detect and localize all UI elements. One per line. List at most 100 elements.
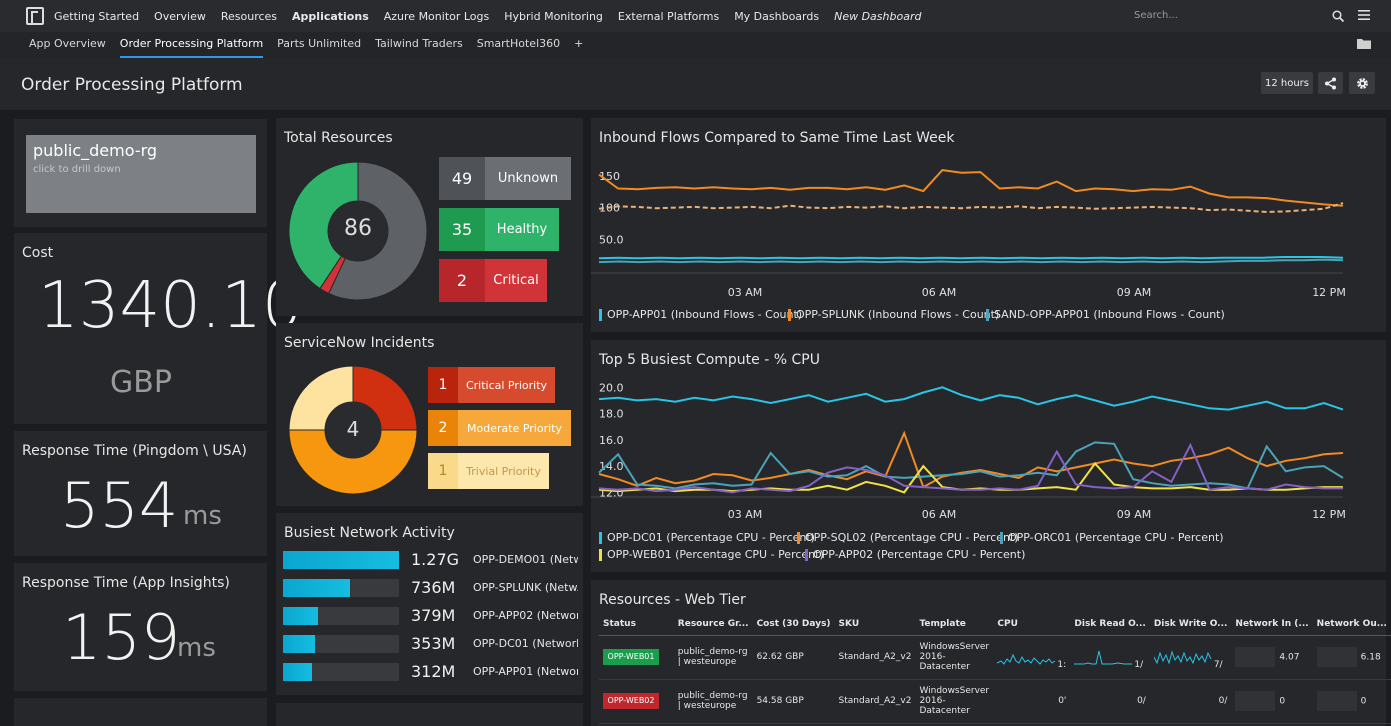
resource-group-drilldown[interactable]: public_demo-rg click to drill down: [26, 135, 256, 213]
template-cell: WindowsServer 2016-Datacenter: [915, 679, 994, 724]
col-template[interactable]: Template: [915, 614, 994, 636]
cpu-sparkline: [997, 653, 1056, 665]
disk-write-value: 7/: [1213, 659, 1223, 670]
network-row[interactable]: 353M OPP-DC01 (Network...: [283, 634, 581, 653]
page-title: Order Processing Platform: [21, 75, 243, 95]
tab-smarthotel360[interactable]: SmartHotel360: [476, 37, 561, 50]
col-status[interactable]: Status: [599, 614, 674, 636]
legend-label: OPP-APP02 (Percentage CPU - Percent): [813, 548, 1026, 561]
legend-item[interactable]: OPP-SQL02 (Percentage CPU - Percent): [797, 531, 1019, 544]
legend-label: OPP-SPLUNK (Inbound Flows - Count): [796, 308, 1000, 321]
legend-item[interactable]: OPP-WEB01 (Percentage CPU - Percent): [599, 548, 824, 561]
network-out-value: 0: [1360, 696, 1367, 707]
series-line[interactable]: [598, 256, 1344, 260]
servicenow-donut[interactable]: [289, 366, 417, 494]
series-line[interactable]: [598, 442, 1343, 494]
total-resources-donut[interactable]: [289, 162, 427, 300]
legend-item[interactable]: OPP-ORC01 (Percentage CPU - Percent): [1000, 531, 1224, 544]
search-input[interactable]: Search...: [1134, 10, 1178, 21]
network-bar-fill: [283, 635, 316, 653]
series-line[interactable]: [598, 386, 1344, 411]
nav-new-dashboard[interactable]: New Dashboard: [834, 9, 922, 23]
search-icon[interactable]: [1332, 10, 1344, 22]
series-line[interactable]: [598, 202, 1344, 214]
network-value: 312M: [411, 662, 456, 681]
nav-overview[interactable]: Overview: [154, 9, 206, 23]
legend-item[interactable]: OPP-SPLUNK (Inbound Flows - Count): [788, 308, 999, 321]
disk-read-value: 1/: [1134, 659, 1144, 670]
network-out-value: 6.18: [1360, 652, 1381, 663]
x-tick-label: 03 AM: [728, 286, 763, 299]
disk-read-cell: 1/: [1070, 635, 1150, 680]
network-resource-name: OPP-SPLUNK (Netw...: [473, 581, 578, 594]
y-tick-label: 50.0: [599, 233, 624, 246]
app-logo-icon[interactable]: [26, 7, 44, 25]
top-navigation: Getting Started Overview Resources Appli…: [0, 0, 1391, 32]
tab-parts-unlimited[interactable]: Parts Unlimited: [277, 37, 362, 50]
series-line[interactable]: [598, 258, 1344, 264]
cost-tile: Cost 1340.10 GBP: [14, 233, 303, 424]
series-line[interactable]: [598, 430, 1344, 489]
nav-my-dashboards[interactable]: My Dashboards: [734, 9, 820, 23]
folder-icon[interactable]: [1357, 38, 1371, 49]
x-tick-label: 12 PM: [1312, 508, 1346, 521]
time-range-button[interactable]: 12 hours: [1261, 72, 1313, 94]
legend-item[interactable]: OPP-DC01 (Percentage CPU - Percent): [599, 531, 815, 544]
col-resource-group[interactable]: Resource Gr...: [673, 614, 753, 636]
legend-item[interactable]: SAND-OPP-APP01 (Inbound Flows - Count): [986, 308, 1225, 321]
legend-item[interactable]: OPP-APP01 (Inbound Flows - Count): [599, 308, 802, 321]
share-button[interactable]: [1318, 72, 1343, 94]
network-resource-name: OPP-DC01 (Network...: [473, 637, 578, 650]
legend-swatch: [986, 308, 989, 321]
legend-item[interactable]: OPP-APP02 (Percentage CPU - Percent): [805, 548, 1025, 561]
legend-critical[interactable]: 2 Critical: [439, 259, 547, 302]
status-badge[interactable]: OPP-WEB02: [603, 693, 659, 709]
network-row[interactable]: 312M OPP-APP01 (Networ...: [283, 662, 581, 681]
nav-getting-started[interactable]: Getting Started: [54, 9, 140, 23]
cpu-value: 1:: [1057, 659, 1067, 670]
nav-azure-monitor-logs[interactable]: Azure Monitor Logs: [383, 9, 490, 23]
nav-applications[interactable]: Applications: [292, 9, 369, 23]
y-tick-label: 18.0: [599, 408, 624, 421]
tab-tailwind-traders[interactable]: Tailwind Traders: [375, 37, 463, 50]
nav-resources[interactable]: Resources: [220, 9, 278, 23]
status-badge[interactable]: OPP-WEB01: [603, 649, 659, 665]
incident-critical[interactable]: 1 Critical Priority: [428, 367, 555, 403]
add-tab-button[interactable]: +: [574, 37, 584, 50]
cpu-chart[interactable]: 20.018.016.014.012.003 AM 06 AM 09 AM 12 PM: [591, 374, 1386, 526]
status-cell: OPP-WEB02: [599, 679, 674, 724]
network-row[interactable]: 379M OPP-APP02 (Networ...: [283, 606, 581, 625]
table-row[interactable]: OPP-WEB02 public_demo-rg | westeurope 54…: [599, 679, 1391, 724]
nav-hybrid-monitoring[interactable]: Hybrid Monitoring: [504, 9, 603, 23]
response-pingdom-title: Response Time (Pingdom \ USA): [22, 443, 247, 459]
menu-icon[interactable]: [1358, 9, 1370, 21]
legend-label: OPP-ORC01 (Percentage CPU - Percent): [1008, 531, 1224, 544]
network-row[interactable]: 736M OPP-SPLUNK (Netw...: [283, 578, 581, 597]
legend-unknown[interactable]: 49 Unknown: [439, 157, 571, 200]
tab-app-overview[interactable]: App Overview: [29, 37, 106, 50]
donut-slice[interactable]: [328, 162, 427, 300]
col-network-in[interactable]: Network In (...: [1231, 614, 1313, 636]
legend-healthy[interactable]: 35 Healthy: [439, 208, 559, 251]
share-icon: [1325, 77, 1336, 89]
legend-label: SAND-OPP-APP01 (Inbound Flows - Count): [994, 308, 1225, 321]
network-row[interactable]: 1.27G OPP-DEMO01 (Netw...: [283, 550, 581, 569]
response-pingdom-value: 554: [60, 469, 179, 542]
col-cpu[interactable]: CPU: [993, 614, 1071, 636]
incident-trivial[interactable]: 1 Trivial Priority: [428, 453, 549, 489]
tab-order-processing-platform[interactable]: Order Processing Platform: [119, 32, 264, 58]
col-network-out[interactable]: Network Ou...: [1312, 614, 1391, 636]
settings-button[interactable]: [1349, 72, 1375, 94]
legend-swatch: [599, 308, 602, 321]
table-row[interactable]: OPP-WEB01 public_demo-rg | westeurope 62…: [599, 635, 1391, 680]
series-line[interactable]: [598, 169, 1344, 207]
incident-moderate[interactable]: 2 Moderate Priority: [428, 410, 571, 446]
col-disk-write[interactable]: Disk Write O...: [1149, 614, 1232, 636]
network-resource-name: OPP-APP01 (Networ...: [473, 665, 578, 678]
col-sku[interactable]: SKU: [834, 614, 916, 636]
col-disk-read[interactable]: Disk Read O...: [1070, 614, 1150, 636]
series-line[interactable]: [598, 441, 1344, 490]
col-cost[interactable]: Cost (30 Days): [752, 614, 835, 636]
nav-external-platforms[interactable]: External Platforms: [617, 9, 720, 23]
